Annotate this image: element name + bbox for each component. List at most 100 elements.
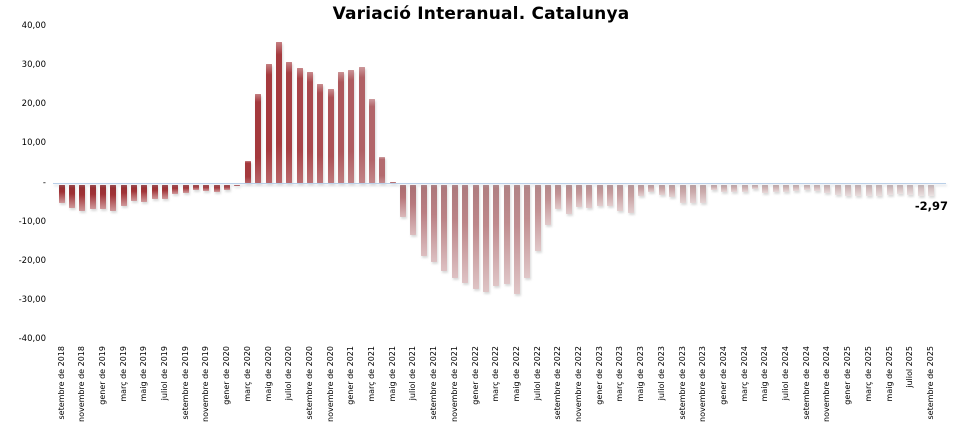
- bar: [482, 184, 489, 292]
- bar: [120, 184, 127, 206]
- bar: [306, 71, 313, 184]
- x-tick-label: novembre de 2024: [822, 346, 832, 422]
- x-tick-label: setembre de 2024: [801, 346, 811, 420]
- x-tick-label: gener de 2023: [594, 346, 604, 405]
- bar: [441, 184, 448, 272]
- x-tick-label: maig de 2024: [760, 346, 770, 402]
- bar: [213, 184, 220, 192]
- x-tick-label: gener de 2025: [843, 346, 853, 405]
- bar: [834, 184, 841, 195]
- x-tick-label: març de 2020: [242, 346, 252, 402]
- x-tick-label: setembre de 2019: [180, 346, 190, 420]
- bar: [689, 184, 696, 204]
- bar: [265, 64, 272, 184]
- x-tick-label: setembre de 2021: [429, 346, 439, 420]
- bar: [327, 88, 334, 184]
- bar: [203, 184, 210, 192]
- end-value-label: -2,97: [914, 199, 948, 213]
- bar: [317, 83, 324, 184]
- x-tick-label: maig de 2020: [263, 346, 273, 402]
- bar: [565, 184, 572, 215]
- x-tick-label: gener de 2022: [470, 346, 480, 405]
- x-tick-label: juliol de 2019: [160, 346, 169, 401]
- chart-title: Variació Interanual. Catalunya: [332, 4, 630, 24]
- y-tick-label: -40,00: [18, 334, 46, 345]
- bar: [762, 184, 769, 194]
- bar: [420, 184, 427, 257]
- x-tick-label: setembre de 2023: [677, 346, 687, 420]
- bar: [658, 184, 665, 195]
- bar: [783, 184, 789, 192]
- x-tick-label: juliol 2025: [905, 346, 915, 388]
- bar: [58, 184, 65, 203]
- bar: [845, 184, 852, 196]
- bar: [162, 184, 168, 200]
- x-tick-label: maig de 2022: [511, 346, 521, 402]
- bar: [586, 184, 593, 209]
- x-tick-label: novembre de 2023: [698, 346, 708, 422]
- bar: [503, 184, 510, 284]
- x-tick-label: març de 2023: [615, 346, 625, 402]
- bar: [731, 184, 738, 193]
- bar: [193, 184, 200, 190]
- bar: [524, 184, 531, 278]
- bar: [493, 184, 500, 287]
- bar: [907, 184, 914, 195]
- bar: [379, 157, 386, 184]
- x-tick-label: novembre de 2021: [449, 346, 459, 422]
- y-tick-label: -20,00: [18, 255, 46, 266]
- bar: [534, 184, 541, 252]
- bar: [896, 184, 903, 194]
- bar: [876, 184, 883, 197]
- x-tick-label: maig de 2023: [636, 346, 646, 402]
- bar: [576, 184, 582, 208]
- bar: [700, 184, 707, 204]
- x-tick-label: novembre de 2020: [325, 346, 335, 422]
- x-tick-label: maig de 2019: [139, 346, 149, 402]
- bar: [400, 184, 407, 217]
- bar: [555, 184, 562, 209]
- bar: [369, 99, 375, 184]
- bar: [803, 184, 810, 190]
- bar: [544, 184, 551, 225]
- bar: [275, 42, 282, 184]
- x-tick-label: gener de 2024: [718, 346, 728, 405]
- bar: [234, 184, 241, 187]
- y-tick-label: 30,00: [21, 60, 46, 71]
- x-tick-label: juliol de 2020: [284, 346, 294, 401]
- bar: [710, 184, 717, 190]
- bar: [607, 184, 614, 206]
- bar: [337, 72, 344, 184]
- bar: [720, 184, 727, 193]
- y-tick-label: 10,00: [21, 138, 46, 149]
- y-tick-label: 40,00: [21, 21, 46, 31]
- x-tick-label: setembre de 2018: [56, 346, 66, 420]
- bar: [596, 184, 603, 206]
- x-tick-label: novembre de 2019: [201, 346, 211, 422]
- bar: [224, 184, 231, 191]
- bar: [927, 184, 934, 197]
- bar: [814, 184, 821, 191]
- bar: [824, 184, 831, 194]
- bar: [172, 184, 179, 195]
- x-tick-label: gener de 2021: [346, 346, 356, 405]
- bar: [431, 184, 438, 263]
- bar: [141, 184, 148, 202]
- bar: [617, 184, 624, 211]
- bar: [741, 184, 748, 192]
- bar: [286, 62, 293, 184]
- bar: [410, 184, 417, 236]
- bar: [451, 184, 458, 278]
- x-tick-label: juliol de 2021: [408, 346, 418, 401]
- x-tick-label: maig de 2025: [884, 346, 894, 402]
- bar: [669, 184, 676, 198]
- bar: [255, 94, 262, 184]
- x-tick-label: juliol de 2023: [656, 346, 666, 401]
- bar: [648, 184, 655, 193]
- bar: [89, 184, 96, 210]
- x-tick-label: març de 2022: [491, 346, 501, 402]
- x-tick-label: juliol de 2022: [532, 346, 542, 401]
- bar: [751, 184, 758, 190]
- x-tick-label: setembre de 2022: [553, 346, 563, 420]
